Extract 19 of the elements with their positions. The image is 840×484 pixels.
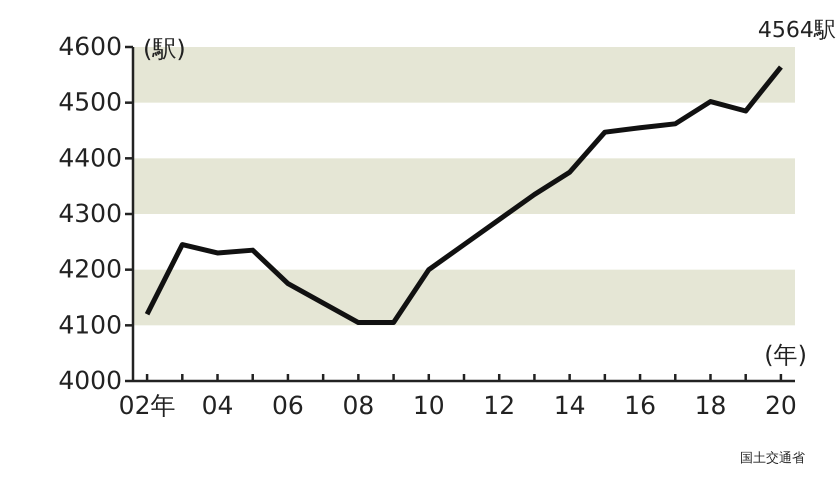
y-tick-label: 4600 — [58, 32, 122, 61]
x-tick-label: 20 — [765, 391, 797, 420]
x-tick-label: 10 — [412, 391, 445, 420]
y-tick-label: 4400 — [58, 143, 122, 172]
y-axis-title: (駅) — [143, 35, 186, 63]
x-tick-label: 12 — [483, 391, 516, 420]
x-tick-label: 04 — [202, 391, 234, 420]
y-tick-label: 4500 — [58, 88, 122, 117]
text: 国土交通省 — [740, 450, 805, 466]
x-tick-label: 08 — [342, 391, 374, 420]
y-tick-label: 4300 — [58, 199, 122, 228]
annotation: 4564駅 — [758, 18, 836, 44]
x-tick-label: 14 — [554, 391, 586, 420]
y-tick-label: 4100 — [58, 310, 122, 340]
x-axis-title: (年) — [764, 341, 807, 369]
y-tick-label: 4200 — [58, 254, 122, 284]
x-tick-label: 18 — [694, 391, 726, 420]
x-tick-label: 06 — [272, 391, 304, 420]
x-tick-label: 16 — [624, 391, 656, 420]
